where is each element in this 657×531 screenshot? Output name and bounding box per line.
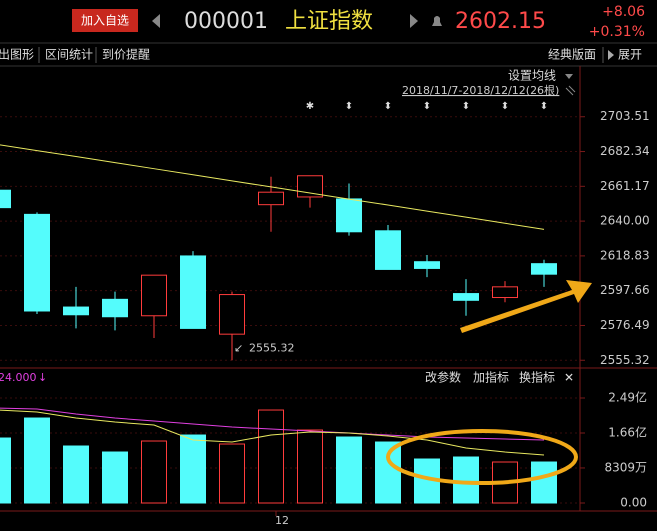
- event-marker[interactable]: ⬍: [345, 101, 353, 112]
- volume-ma-line: [0, 409, 545, 456]
- event-marker[interactable]: ⬍: [423, 101, 431, 112]
- y-tick-label: 2618.83: [600, 248, 650, 262]
- range-label[interactable]: 2018/11/7-2018/12/12(26根): [402, 83, 559, 97]
- candle-body: [24, 213, 50, 312]
- change-pct: +0.31%: [589, 24, 645, 40]
- candle-body: [219, 294, 245, 335]
- y-tick-label: 2640.00: [600, 214, 650, 228]
- down-arrow: ↓: [38, 371, 47, 384]
- volume-bar: [24, 417, 50, 504]
- y-tick-label: 2.49亿: [608, 390, 647, 405]
- toolbar-button[interactable]: 经典版面: [548, 48, 596, 62]
- y-tick-label: 2703.51: [600, 109, 650, 123]
- annotation-ellipse: [386, 429, 578, 485]
- volume-ma-line: [0, 407, 545, 441]
- candle-body: [492, 286, 518, 299]
- volume-bar: [297, 429, 323, 504]
- toolbar-button[interactable]: 区间统计: [45, 48, 93, 62]
- candle-body: [141, 274, 167, 317]
- pin-icon[interactable]: [565, 85, 576, 96]
- event-marker[interactable]: ⬍: [540, 101, 548, 112]
- y-tick-label: 0.00: [620, 496, 647, 510]
- low-arrow: ↙: [234, 341, 243, 354]
- candle-body: [375, 230, 401, 270]
- y-tick-label: 2682.34: [600, 144, 650, 158]
- volume-bar: [531, 461, 557, 504]
- event-marker[interactable]: ⬍: [501, 101, 509, 112]
- expand-icon[interactable]: [608, 50, 614, 60]
- y-tick-label: 2597.66: [600, 283, 650, 297]
- volume-bar: [219, 443, 245, 504]
- ma-setting[interactable]: 设置均线: [508, 69, 556, 83]
- prev-arrow[interactable]: [152, 14, 160, 28]
- event-marker[interactable]: ⬍: [462, 101, 470, 112]
- volume-bar: [258, 409, 284, 504]
- y-tick-label: 8309万: [604, 460, 647, 474]
- candle-body: [0, 189, 11, 209]
- toolbar-button[interactable]: 到价提醒: [102, 47, 150, 62]
- candle-body: [336, 198, 362, 233]
- y-tick-label: 2576.49: [600, 318, 650, 332]
- volume-bar: [0, 437, 11, 504]
- volume-button[interactable]: 换指标: [519, 370, 555, 385]
- y-tick-label: 2555.32: [600, 353, 650, 367]
- candle-body: [453, 293, 479, 301]
- plot: 2703.51 2682.34 2661.17 2640.00 2618.83 2597.…: [0, 109, 650, 527]
- volume-bar: [453, 456, 479, 504]
- stock-code: 000001: [184, 9, 268, 34]
- add-button[interactable]: 加入自选: [81, 14, 129, 28]
- candle-body: [102, 298, 128, 318]
- candle-body: [297, 175, 323, 198]
- add-button-bg[interactable]: [72, 9, 138, 32]
- volume-button[interactable]: ✕: [564, 371, 574, 385]
- dropdown-icon[interactable]: [565, 74, 573, 79]
- volume-bar: [336, 436, 362, 504]
- volume-bar: [102, 451, 128, 504]
- candle-body: [258, 191, 284, 206]
- toolbar-button[interactable]: 展开: [618, 48, 642, 62]
- event-marker[interactable]: ✱: [306, 101, 314, 112]
- change: +8.06: [602, 4, 645, 20]
- volume-bar: [180, 434, 206, 504]
- volume-button[interactable]: 改参数: [425, 370, 461, 385]
- x-tick-label: 12: [275, 514, 289, 527]
- volume-bar: [63, 445, 89, 504]
- event-marker[interactable]: ⬍: [384, 101, 392, 112]
- volume-bar: [141, 440, 167, 504]
- ma-line: [0, 144, 545, 230]
- volume-button[interactable]: 加指标: [473, 370, 509, 385]
- volume-param: 24.000: [0, 371, 37, 384]
- candle-body: [531, 263, 557, 275]
- annotation-arrow: [460, 280, 592, 333]
- y-tick-label: 2661.17: [600, 179, 650, 193]
- candle-body: [180, 255, 206, 329]
- low-label: 2555.32: [249, 341, 295, 354]
- next-arrow[interactable]: [410, 14, 418, 28]
- toolbar-button[interactable]: 出图形: [0, 48, 34, 62]
- candle-body: [414, 261, 440, 269]
- y-tick-label: 1.66亿: [608, 425, 647, 440]
- stock-name: 上证指数: [285, 9, 373, 34]
- bell-icon[interactable]: [432, 16, 442, 26]
- price: 2602.15: [455, 9, 546, 34]
- candle-body: [63, 306, 89, 316]
